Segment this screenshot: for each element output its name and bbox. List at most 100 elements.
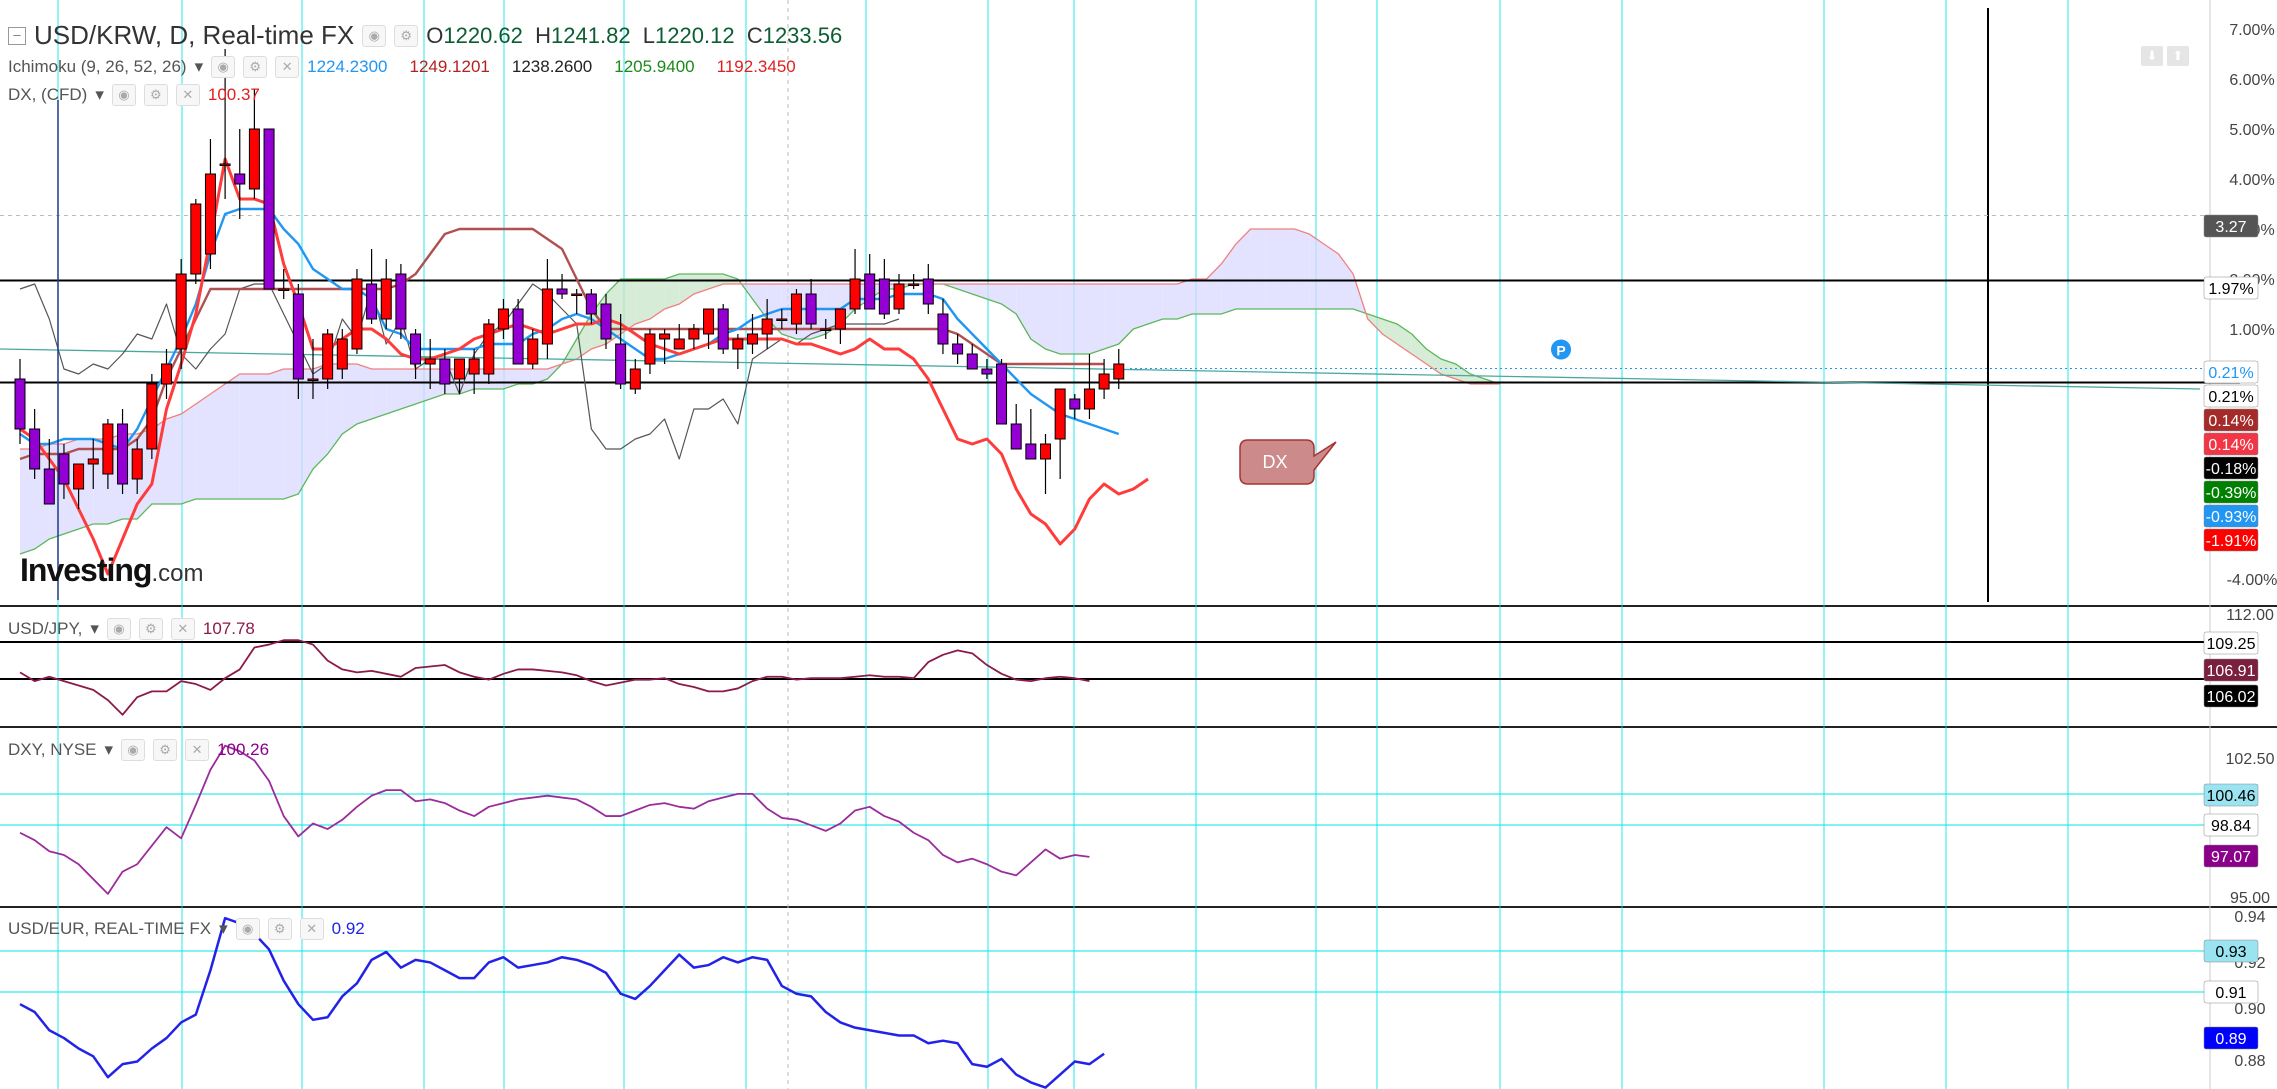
candle [703,308,715,349]
close-icon[interactable]: ✕ [275,56,300,78]
candle [776,309,788,329]
candle-body [952,343,964,355]
eye-icon[interactable]: ◉ [106,618,131,640]
price-tag-label: 0.91 [2215,985,2246,1002]
tenkan-value: 1224.2300 [307,57,388,76]
gear-icon[interactable]: ⚙ [243,56,268,78]
dxy-legend: DXY, NYSE ▾ ◉ ⚙ ✕ 100.26 [8,739,269,761]
candle [1010,404,1022,450]
ichimoku-cloud-segment [518,369,533,384]
ichimoku-cloud-segment [283,369,299,499]
candle [585,289,597,324]
trend-line [0,348,2201,390]
p-marker-label: P [1556,343,1565,359]
price-tag: 100.46 [2203,783,2259,807]
candle [43,439,55,505]
ichimoku-cloud-segment [1133,284,1149,329]
candle [952,334,964,364]
candle-body [893,283,905,310]
gear-icon[interactable]: ⚙ [394,24,419,47]
candle [893,274,905,314]
candle-body [659,333,671,340]
candle [556,274,568,299]
candle [761,299,773,349]
candle [1040,434,1051,494]
candle [512,299,524,365]
ichimoku-cloud-segment [1441,359,1456,379]
price-tag-bg [2203,1026,2259,1050]
ichimoku-cloud-segment [181,404,196,504]
candle [175,259,187,369]
candle [1054,388,1066,479]
price-tag: 0.93 [2203,939,2259,963]
candle [673,324,685,350]
ichimoku-cloud-segment [972,284,987,299]
ichimoku-cloud-segment [1030,284,1046,349]
scale-up-icon[interactable]: ⬆ [2167,46,2189,66]
ichimoku-cloud-segment [371,369,387,419]
price-tag-label: -0.18% [2206,461,2257,478]
dropdown-icon[interactable]: ▾ [219,919,228,938]
ichimoku-cloud-segment [1279,229,1295,309]
ichimoku-cloud-segment [1235,229,1251,309]
gear-icon[interactable]: ⚙ [153,739,178,761]
dropdown-icon[interactable]: ▾ [90,619,99,638]
price-tag-label: 0.14% [2208,413,2253,430]
price-tag: 109.25 [2203,631,2259,655]
span-a-value: 1205.9400 [614,57,695,76]
gear-icon[interactable]: ⚙ [138,618,163,640]
ichimoku-cloud-segment [1309,234,1324,309]
price-tag: 0.91 [2203,980,2259,1004]
ichimoku-cloud-segment [1250,229,1266,309]
dxy-label[interactable]: DXY, NYSE [8,740,97,759]
jpy-label[interactable]: USD/JPY, [8,619,83,638]
candle [1069,394,1081,419]
close-icon[interactable]: ✕ [185,739,210,761]
ichimoku-cloud-segment [1118,284,1134,344]
price-tag: 0.21% [2203,384,2259,408]
candle [248,89,260,199]
price-tag-bg [2203,360,2259,384]
price-tag-bg [2203,276,2259,300]
close-icon[interactable]: ✕ [170,618,195,640]
ichimoku-label[interactable]: Ichimoku (9, 26, 52, 26) [8,57,187,76]
ichimoku-cloud-segment [20,449,35,554]
eye-icon[interactable]: ◉ [211,56,236,78]
eye-icon[interactable]: ◉ [235,918,260,940]
eye-icon[interactable]: ◉ [362,24,387,47]
candle-body [307,378,319,381]
candle [834,308,846,344]
gear-icon[interactable]: ⚙ [143,84,168,106]
collapse-icon[interactable]: – [8,26,26,45]
close-value: 1233.56 [762,22,843,48]
dropdown-icon[interactable]: ▾ [104,740,114,759]
candle [73,463,85,509]
candle-body [761,318,773,335]
symbol-title[interactable]: USD/KRW, D, Real-time FX [34,20,355,50]
candle-body [29,428,41,470]
candle-body [1025,443,1037,460]
ichimoku-cloud-segment [1382,319,1398,344]
close-icon[interactable]: ✕ [175,84,200,106]
price-tag-bg [2203,456,2259,480]
candle-body [644,333,656,365]
candle-body [556,288,568,295]
candle-body [366,283,378,320]
jpy-series-line [19,639,1090,716]
dropdown-icon[interactable]: ▾ [95,85,104,104]
eye-icon[interactable]: ◉ [111,84,136,106]
close-icon[interactable]: ✕ [299,918,324,940]
candle-body [585,293,597,315]
dx-label[interactable]: DX, (CFD) [8,85,88,104]
axis-tick-label: 95.00 [2230,890,2270,907]
scale-down-icon[interactable]: ⬇ [2141,46,2163,66]
eur-label[interactable]: USD/EUR, REAL-TIME FX [8,919,212,938]
candle [1025,409,1037,460]
dxy-value: 100.26 [217,740,270,759]
ichimoku-cloud-segment [1192,279,1207,314]
eye-icon[interactable]: ◉ [121,739,146,761]
candle [234,129,246,219]
dropdown-icon[interactable]: ▾ [194,57,204,76]
gear-icon[interactable]: ⚙ [267,918,292,940]
